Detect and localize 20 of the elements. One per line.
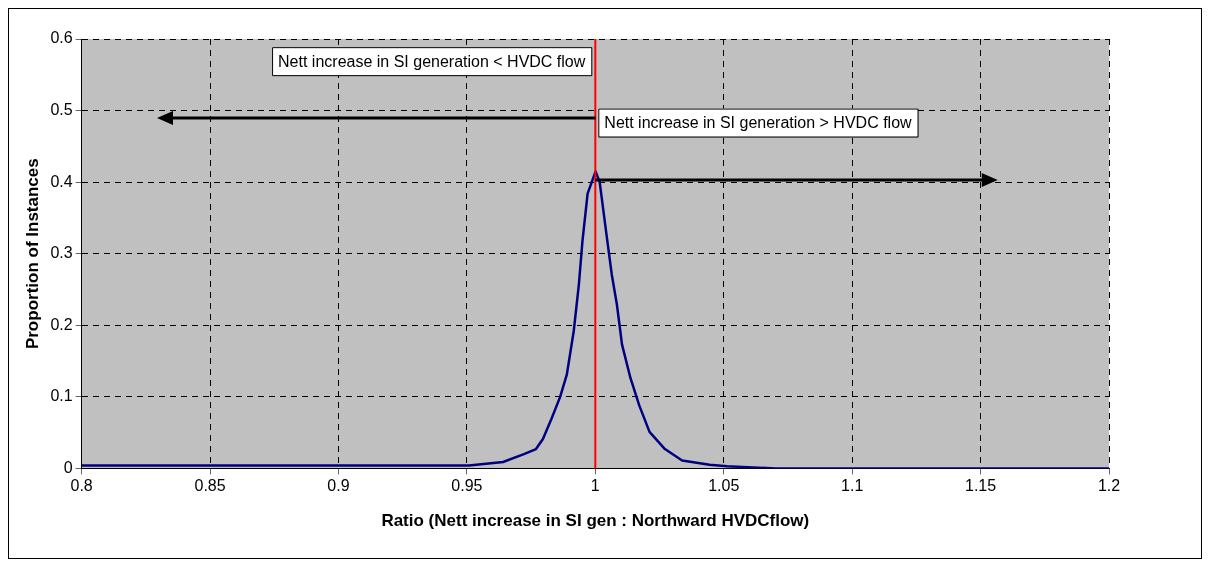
- y-tick-label: 0: [63, 458, 73, 476]
- x-axis-title: Ratio (Nett increase in SI gen : Northward HVDCflow): [381, 511, 810, 531]
- x-tick-label: 0.8: [70, 477, 93, 495]
- annotation: Nett increase in SI generation < HVDC flow: [278, 52, 586, 70]
- y-tick-label: 0.5: [50, 100, 73, 118]
- x-tick-label: 1.2: [1097, 477, 1121, 495]
- x-tick-label: 1: [590, 477, 600, 495]
- y-tick-label: 0.3: [50, 244, 73, 262]
- y-tick-label: 0.6: [50, 29, 73, 47]
- y-tick-label: 0.1: [50, 387, 73, 405]
- y-tick-label: 0.2: [50, 315, 73, 333]
- x-tick-label: 0.95: [451, 477, 483, 495]
- x-tick-label: 1.1: [841, 477, 864, 495]
- x-tick-label: 1.05: [708, 477, 740, 495]
- y-tick-label: 0.4: [50, 172, 73, 190]
- y-axis-title: Proportion of Instances: [22, 158, 42, 350]
- x-tick-label: 0.9: [327, 477, 350, 495]
- x-tick-label: 1.15: [965, 477, 997, 495]
- x-tick-label: 0.85: [194, 477, 226, 495]
- annotation: Nett increase in SI generation > HVDC flow: [604, 113, 913, 131]
